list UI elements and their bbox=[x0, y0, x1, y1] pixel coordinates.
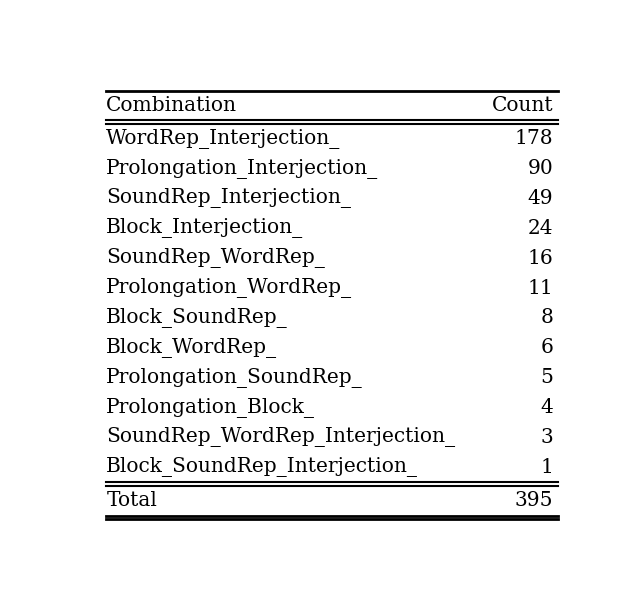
Text: 4: 4 bbox=[541, 398, 553, 417]
Text: 24: 24 bbox=[528, 219, 553, 238]
Text: Block_Interjection_: Block_Interjection_ bbox=[107, 218, 304, 238]
Text: Block_SoundRep_Interjection_: Block_SoundRep_Interjection_ bbox=[107, 457, 418, 477]
Text: 49: 49 bbox=[527, 189, 553, 208]
Text: 90: 90 bbox=[527, 159, 553, 178]
Text: Prolongation_WordRep_: Prolongation_WordRep_ bbox=[107, 278, 353, 298]
Text: Block_WordRep_: Block_WordRep_ bbox=[107, 338, 278, 358]
Text: Prolongation_SoundRep_: Prolongation_SoundRep_ bbox=[107, 368, 363, 387]
Text: Count: Count bbox=[492, 96, 553, 115]
Text: 16: 16 bbox=[527, 249, 553, 268]
Text: SoundRep_WordRep_Interjection_: SoundRep_WordRep_Interjection_ bbox=[107, 428, 455, 447]
Text: SoundRep_Interjection_: SoundRep_Interjection_ bbox=[107, 188, 351, 208]
Text: 8: 8 bbox=[541, 309, 553, 328]
Text: 3: 3 bbox=[541, 428, 553, 447]
Text: 6: 6 bbox=[541, 338, 553, 357]
Text: 395: 395 bbox=[515, 491, 553, 510]
Text: Prolongation_Interjection_: Prolongation_Interjection_ bbox=[107, 158, 378, 179]
Text: WordRep_Interjection_: WordRep_Interjection_ bbox=[107, 129, 340, 148]
Text: 5: 5 bbox=[541, 368, 553, 387]
Text: 11: 11 bbox=[527, 278, 553, 298]
Text: Total: Total bbox=[107, 491, 157, 510]
Text: Prolongation_Block_: Prolongation_Block_ bbox=[107, 397, 315, 418]
Text: 1: 1 bbox=[541, 458, 553, 477]
Text: SoundRep_WordRep_: SoundRep_WordRep_ bbox=[107, 248, 325, 268]
Text: 178: 178 bbox=[515, 129, 553, 148]
Text: Block_SoundRep_: Block_SoundRep_ bbox=[107, 308, 288, 328]
Text: Combination: Combination bbox=[107, 96, 237, 115]
